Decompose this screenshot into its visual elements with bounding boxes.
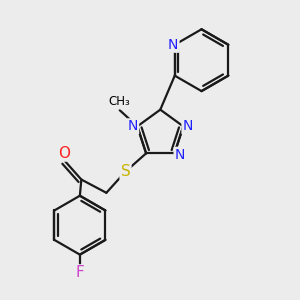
Text: N: N [168, 38, 178, 52]
Text: S: S [121, 164, 130, 179]
Text: O: O [58, 146, 70, 160]
Text: N: N [128, 119, 138, 133]
Text: CH₃: CH₃ [109, 95, 130, 108]
Text: methyl: methyl [116, 104, 121, 106]
Text: N: N [175, 148, 185, 162]
Text: N: N [182, 119, 193, 133]
Text: F: F [76, 266, 84, 280]
